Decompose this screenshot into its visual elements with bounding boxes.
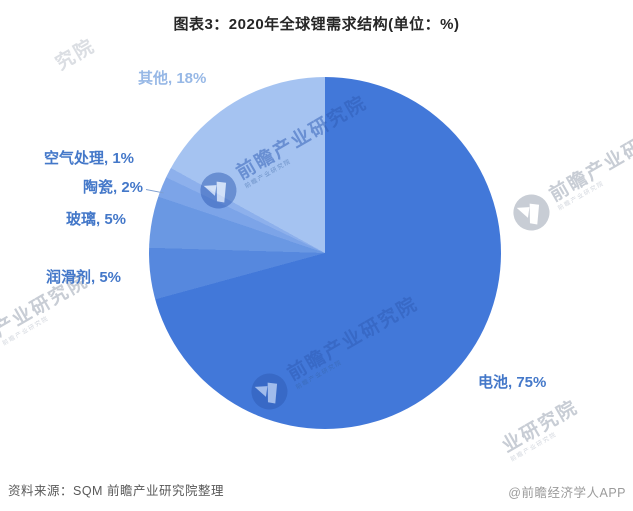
slice-label-battery: 电池, 75% [478, 374, 547, 391]
source-note: 资料来源：SQM 前瞻产业研究院整理 [8, 484, 224, 498]
watermark-text: 业研究院 [498, 396, 583, 458]
watermark-subtext [63, 55, 99, 76]
pie-chart [149, 77, 501, 429]
watermark-subtext: 前瞻产业研究院 [556, 180, 606, 212]
slice-label-ceramic: 陶瓷, 2% [83, 179, 144, 196]
watermark: 究院 [52, 35, 100, 76]
slice-label-other: 其他, 18% [138, 70, 207, 87]
watermark: 前瞻产业研究院 前瞻产业研究院 [506, 110, 633, 238]
app-credit: @前瞻经济学人APP [508, 486, 626, 500]
slice-label-lubricant: 润滑剂, 5% [46, 269, 122, 286]
slice-label-air-treatment: 空气处理, 1% [44, 150, 135, 167]
brand-logo-icon [513, 194, 550, 231]
chart-title: 图表3：2020年全球锂需求结构(单位：%) [173, 16, 460, 33]
slice-label-glass: 玻璃, 5% [66, 211, 127, 228]
watermark-text: 前瞻产业研究院 [545, 113, 633, 206]
watermark-subtext: 前瞻产业研究院 [509, 431, 559, 464]
watermark: 业研究院 前瞻产业研究院 [498, 396, 585, 464]
watermark-text: 究院 [52, 35, 100, 75]
watermark-subtext: 前瞻产业研究院 [1, 315, 51, 348]
